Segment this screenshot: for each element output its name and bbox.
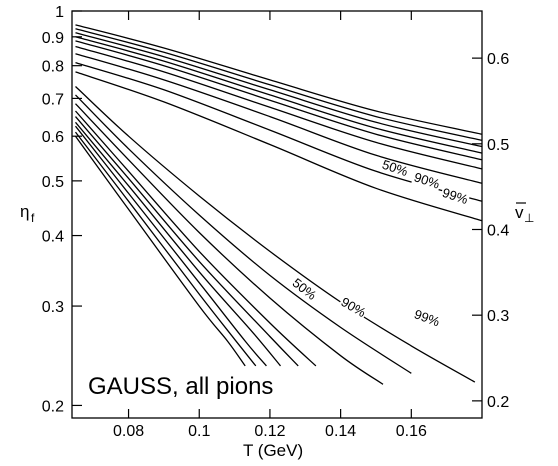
y-axis-right: 0.6 0.5 0.4 0.3 0.2 [472, 51, 509, 411]
chart-annotation: GAUSS, all pions [88, 373, 273, 400]
upper-curve-1 [75, 24, 483, 135]
y-right-tick-label-5: 0.2 [487, 394, 509, 411]
y-left-tick-label-9: 0.2 [42, 398, 64, 415]
upper-curve-6 [75, 45, 483, 170]
lower-curve-8 [74, 131, 257, 367]
y-left-tick-label-3: 0.8 [42, 59, 64, 76]
lower-curve-2 [75, 94, 412, 374]
y-left-tick-label-7: 0.4 [42, 229, 64, 246]
upper-curve-5 [75, 40, 483, 161]
x-tick-label-4: 0.14 [325, 423, 356, 440]
contour-label-1: 50% [380, 157, 410, 179]
contour-label-bg-4 [288, 276, 319, 304]
y-left-tick-label-6: 0.5 [42, 174, 64, 191]
lower-curve-7 [74, 125, 267, 367]
x-tick-label-1: 0.08 [113, 423, 144, 440]
y-axis-right-label: v ⊥ [515, 202, 534, 225]
upper-curve-3 [75, 32, 483, 148]
y-axis-right-label-main: v [515, 203, 524, 222]
upper-curve-9 [75, 71, 483, 222]
contour-label-bg-1 [379, 159, 410, 180]
y-left-tick-label-5: 0.6 [42, 129, 64, 146]
y-right-tick-label-3: 0.4 [487, 222, 509, 239]
y-right-tick-label-2: 0.5 [487, 137, 509, 154]
contour-label-bg-3 [439, 187, 470, 208]
y-left-tick-label-8: 0.3 [42, 299, 64, 316]
contour-label-4: 50% [290, 275, 320, 303]
y-axis-left-label-main: η [20, 202, 29, 221]
y-axis-left-label-sub: f [31, 211, 35, 225]
contour-label-bg-5 [337, 296, 368, 321]
lower-curve-6 [75, 121, 282, 367]
lower-curve-3 [75, 103, 384, 385]
plot-frame [71, 10, 483, 419]
y-axis-left-label: η f [20, 202, 35, 225]
upper-curve-7 [75, 53, 483, 184]
upper-curve-2 [75, 28, 483, 141]
contour-label-3: 99% [440, 185, 470, 207]
contour-label-bg-2 [411, 171, 442, 193]
y-axis-right-label-sub: ⊥ [524, 211, 534, 225]
y-left-tick-label-4: 0.7 [42, 91, 64, 108]
x-tick-label-2: 0.1 [188, 423, 210, 440]
x-axis-label: T (GeV) [243, 441, 303, 460]
curves-group [74, 24, 483, 385]
lower-curve-5 [75, 116, 299, 367]
lower-curve-4 [75, 110, 317, 367]
contour-label-5: 90% [338, 294, 368, 320]
x-tick-label-5: 0.16 [396, 423, 427, 440]
y-left-tick-label-2: 0.9 [42, 30, 64, 47]
x-tick-label-3: 0.12 [254, 423, 285, 440]
y-right-tick-label-4: 0.3 [487, 308, 509, 325]
contour-label-6: 99% [412, 306, 442, 329]
contour-label-bg-6 [411, 308, 442, 330]
upper-curve-4 [75, 36, 483, 154]
x-axis: 0.08 0.1 0.12 0.14 0.16 [113, 11, 427, 440]
lower-curve-1 [75, 86, 476, 383]
y-axis-left: 1 0.9 0.8 0.7 0.6 0.5 0.4 0.3 0.2 [42, 4, 82, 415]
y-right-tick-label-1: 0.6 [487, 51, 509, 68]
contour-labels-group: 50%90%99%50%90% 99% [288, 157, 470, 330]
y-left-tick-label-1: 1 [55, 4, 64, 21]
lower-curve-9 [74, 135, 246, 367]
